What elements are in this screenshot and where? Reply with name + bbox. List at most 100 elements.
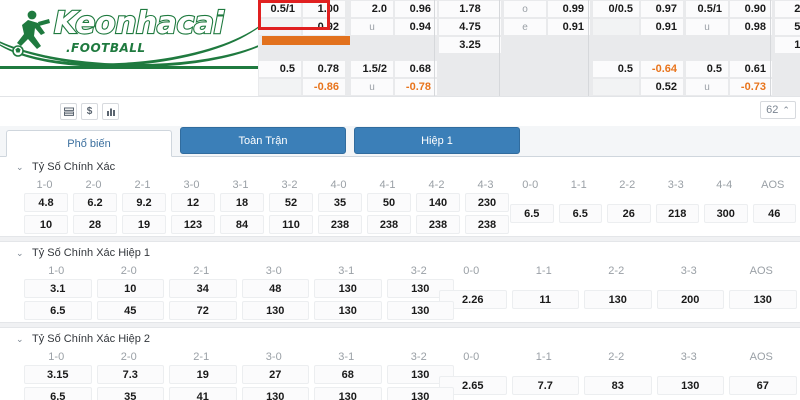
odds-value-cell[interactable]: 238 xyxy=(465,215,509,234)
odds-value-cell[interactable]: 35 xyxy=(96,387,164,400)
odds-cell[interactable]: 1.5/2 xyxy=(350,60,394,78)
odds-value-cell[interactable]: 28 xyxy=(73,215,117,234)
odds-cell[interactable]: 0.52 xyxy=(640,78,684,96)
odds-cell[interactable]: 0.92 xyxy=(302,18,346,36)
odds-value-cell[interactable]: 130 xyxy=(584,290,652,309)
odds-value-cell[interactable]: 48 xyxy=(241,279,309,298)
odds-value-cell[interactable]: 130 xyxy=(386,387,454,400)
odds-value-cell[interactable]: 130 xyxy=(729,290,797,309)
odds-value-cell[interactable]: 130 xyxy=(241,301,309,320)
odds-cell[interactable]: 1.87 xyxy=(774,36,800,54)
odds-cell[interactable]: 0.5/1 xyxy=(685,0,729,18)
odds-cell[interactable]: 0.99 xyxy=(547,0,591,18)
odds-value-cell[interactable]: 27 xyxy=(241,365,309,384)
bar-chart-icon[interactable] xyxy=(102,103,119,120)
tab-hiep-1[interactable]: Hiệp 1 xyxy=(354,127,520,154)
odds-value-cell[interactable]: 140 xyxy=(416,193,460,212)
list-view-icon[interactable] xyxy=(60,103,77,120)
odds-value-cell[interactable]: 67 xyxy=(729,376,797,395)
odds-cell[interactable]: 0.68 xyxy=(394,60,438,78)
odds-cell[interactable]: 0.91 xyxy=(547,18,591,36)
odds-value-cell[interactable]: 130 xyxy=(314,387,382,400)
odds-value-cell[interactable]: 123 xyxy=(171,215,215,234)
odds-value-cell[interactable]: 10 xyxy=(24,215,68,234)
odds-value-cell[interactable]: 19 xyxy=(122,215,166,234)
odds-value-cell[interactable]: 130 xyxy=(656,376,724,395)
odds-value-cell[interactable]: 238 xyxy=(416,215,460,234)
odds-cell[interactable]: u xyxy=(350,18,394,36)
odds-value-cell[interactable]: 10 xyxy=(96,279,164,298)
odds-value-cell[interactable]: 35 xyxy=(318,193,362,212)
odds-cell[interactable]: 5.70 xyxy=(774,18,800,36)
odds-value-cell[interactable]: 7.7 xyxy=(511,376,579,395)
odds-cell[interactable]: -0.64 xyxy=(640,60,684,78)
odds-value-cell[interactable]: 300 xyxy=(704,204,748,223)
odds-value-cell[interactable]: 6.5 xyxy=(24,387,92,400)
tab-pho-bien[interactable]: Phổ biến xyxy=(6,130,172,157)
odds-value-cell[interactable]: 130 xyxy=(386,365,454,384)
odds-value-cell[interactable]: 12 xyxy=(171,193,215,212)
odds-value-cell[interactable]: 200 xyxy=(656,290,724,309)
odds-value-cell[interactable]: 6.5 xyxy=(510,204,554,223)
odds-value-cell[interactable]: 18 xyxy=(220,193,264,212)
odds-cell[interactable]: 4.75 xyxy=(438,18,502,36)
odds-cell[interactable]: e xyxy=(503,18,547,36)
odds-value-cell[interactable]: 6.2 xyxy=(73,193,117,212)
odds-value-cell[interactable]: 238 xyxy=(318,215,362,234)
odds-cell[interactable]: 0.97 xyxy=(640,0,684,18)
odds-value-cell[interactable]: 3.15 xyxy=(24,365,92,384)
odds-value-cell[interactable]: 46 xyxy=(752,204,796,223)
odds-value-cell[interactable]: 41 xyxy=(169,387,237,400)
brand-logo[interactable]: Keonhacai .FOOTBALL xyxy=(8,7,225,58)
odds-value-cell[interactable]: 2.26 xyxy=(439,290,507,309)
odds-value-cell[interactable]: 3.1 xyxy=(24,279,92,298)
odds-value-cell[interactable]: 7.3 xyxy=(96,365,164,384)
odds-cell[interactable]: 0.78 xyxy=(302,60,346,78)
odds-value-cell[interactable]: 50 xyxy=(367,193,411,212)
odds-cell[interactable]: 0.61 xyxy=(729,60,773,78)
odds-value-cell[interactable]: 45 xyxy=(96,301,164,320)
odds-value-cell[interactable]: 6.5 xyxy=(558,204,602,223)
section-header[interactable]: ⌄ Tỷ Số Chính Xác Hiệp 2 xyxy=(0,329,800,349)
odds-cell[interactable]: -0.86 xyxy=(302,78,346,96)
odds-value-cell[interactable]: 83 xyxy=(584,376,652,395)
odds-cell[interactable]: 0.90 xyxy=(729,0,773,18)
odds-value-cell[interactable]: 238 xyxy=(367,215,411,234)
odds-cell[interactable]: o xyxy=(503,0,547,18)
tab-toan-tran[interactable]: Toàn Trận xyxy=(180,127,346,154)
odds-value-cell[interactable]: 130 xyxy=(386,279,454,298)
odds-value-cell[interactable]: 130 xyxy=(386,301,454,320)
odds-value-cell[interactable]: 218 xyxy=(655,204,699,223)
odds-value-cell[interactable]: 68 xyxy=(314,365,382,384)
odds-cell[interactable]: 0.91 xyxy=(640,18,684,36)
odds-cell[interactable]: u xyxy=(685,18,729,36)
section-header[interactable]: ⌄ Tỷ Số Chính Xác Hiệp 1 xyxy=(0,243,800,263)
odds-cell[interactable]: 0/0.5 xyxy=(592,0,640,18)
odds-cell[interactable]: 0.96 xyxy=(394,0,438,18)
odds-cell[interactable]: -0.78 xyxy=(394,78,438,96)
dollar-icon[interactable]: $ xyxy=(81,103,98,120)
odds-value-cell[interactable]: 6.5 xyxy=(24,301,92,320)
odds-value-cell[interactable]: 72 xyxy=(169,301,237,320)
odds-cell[interactable]: 0.98 xyxy=(729,18,773,36)
odds-value-cell[interactable]: 34 xyxy=(169,279,237,298)
odds-value-cell[interactable]: 26 xyxy=(607,204,651,223)
odds-cell[interactable]: 1.00 xyxy=(302,0,346,18)
odds-value-cell[interactable]: 110 xyxy=(269,215,313,234)
odds-cell[interactable]: 0.94 xyxy=(394,18,438,36)
odds-value-cell[interactable]: 4.8 xyxy=(24,193,68,212)
odds-cell[interactable]: 2.0 xyxy=(350,0,394,18)
odds-cell[interactable]: -0.73 xyxy=(729,78,773,96)
odds-value-cell[interactable]: 2.65 xyxy=(439,376,507,395)
odds-cell[interactable]: 1.78 xyxy=(438,0,502,18)
odds-value-cell[interactable]: 52 xyxy=(269,193,313,212)
odds-value-cell[interactable]: 130 xyxy=(241,387,309,400)
odds-cell[interactable]: 2.56 xyxy=(774,0,800,18)
odds-cell[interactable]: 3.25 xyxy=(438,36,502,54)
odds-cell[interactable]: 0.5 xyxy=(685,60,729,78)
odds-cell[interactable]: u xyxy=(350,78,394,96)
odds-count-badge[interactable]: 62 ⌃ xyxy=(760,101,796,119)
odds-cell[interactable]: 0.5/1 xyxy=(258,0,302,18)
odds-value-cell[interactable]: 9.2 xyxy=(122,193,166,212)
odds-value-cell[interactable]: 230 xyxy=(465,193,509,212)
